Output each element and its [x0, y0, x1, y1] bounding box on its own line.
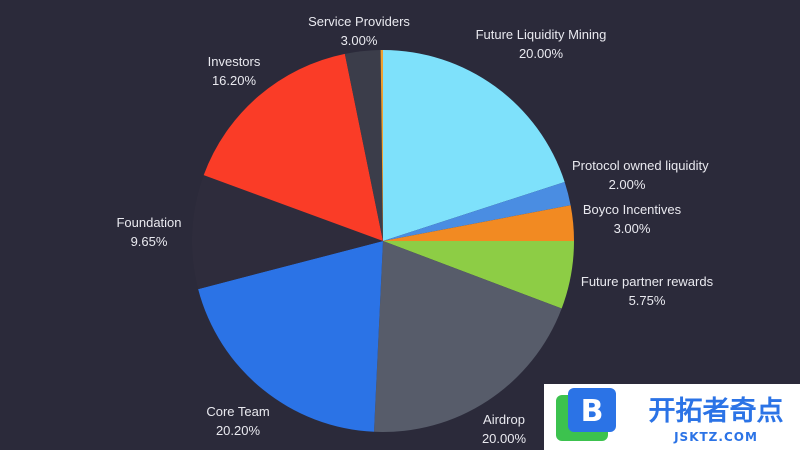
- logo-letter: B: [581, 394, 604, 429]
- slice-label-foundation: Foundation: [116, 215, 181, 230]
- logo-blue-square: [568, 388, 616, 432]
- slice-label-core-team: Core Team: [206, 404, 269, 419]
- slice-label-airdrop: Airdrop: [483, 412, 525, 427]
- slice-label-protocol-owned-liquidity: Protocol owned liquidity: [572, 158, 709, 173]
- watermark-subtitle: JSKTZ.COM: [673, 430, 758, 444]
- slice-label-boyco-incentives: Boyco Incentives: [583, 202, 682, 217]
- slice-label-future-partner-rewards: Future partner rewards: [581, 274, 714, 289]
- pie-slice-service-providers: [344, 50, 383, 241]
- pie-labels: Future Liquidity Mining 20.00% Protocol ow…: [116, 14, 713, 446]
- pie-slice-foundation: [191, 175, 383, 290]
- slice-percent-protocol-owned-liquidity: 2.00%: [609, 177, 646, 192]
- pie-slice-investors: [203, 53, 383, 241]
- slice-percent-future-liquidity-mining: 20.00%: [519, 46, 564, 61]
- slice-percent-boyco-incentives: 3.00%: [614, 221, 651, 236]
- slice-percent-core-team: 20.20%: [216, 423, 261, 438]
- pie-slices: [191, 50, 574, 433]
- pie-slice-core-team: [198, 241, 383, 432]
- slice-percent-future-partner-rewards: 5.75%: [629, 293, 666, 308]
- pie-slice-future-partner-rewards: [383, 241, 574, 309]
- watermark-title: 开拓者奇点: [649, 396, 784, 427]
- slice-percent-investors: 16.20%: [212, 73, 257, 88]
- pie-slice-boyco-incentives: [383, 205, 574, 241]
- watermark-logo: B: [556, 388, 616, 441]
- pie-slice-minor-9: [380, 50, 383, 241]
- slice-label-investors: Investors: [208, 54, 261, 69]
- pie-slice-airdrop: [374, 241, 562, 433]
- slice-label-service-providers: Service Providers: [308, 14, 410, 29]
- pie-slice-future-liquidity-mining: [383, 50, 565, 241]
- slice-percent-foundation: 9.65%: [131, 234, 168, 249]
- slice-label-future-liquidity-mining: Future Liquidity Mining: [476, 27, 607, 42]
- watermark: B 开拓者奇点 JSKTZ.COM: [544, 384, 800, 450]
- slice-percent-service-providers: 3.00%: [341, 33, 378, 48]
- slice-percent-airdrop: 20.00%: [482, 431, 527, 446]
- pie-slice-protocol-owned-liquidity: [383, 181, 571, 241]
